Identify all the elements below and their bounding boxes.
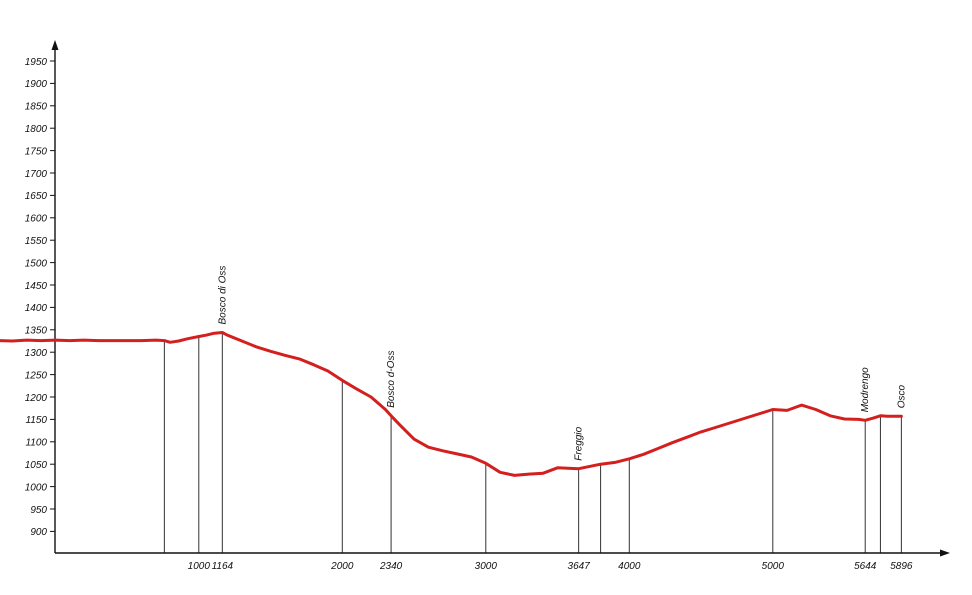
- elevation-profile-line: [0, 331, 903, 477]
- y-tick-label: 1250: [25, 370, 48, 381]
- y-axis-arrow-icon: [51, 40, 59, 50]
- y-tick-label: 1150: [25, 415, 47, 426]
- y-tick-label: 1900: [25, 79, 48, 90]
- x-tick-label: 4000: [618, 561, 641, 572]
- x-tick-label: 3647: [568, 561, 591, 572]
- x-tick-label: 2000: [330, 561, 354, 572]
- x-tick-label: 1164: [212, 561, 234, 572]
- y-tick-label: 1950: [25, 57, 48, 68]
- x-tick-label: 5000: [762, 561, 785, 572]
- y-tick-label: 1650: [25, 191, 48, 202]
- x-tick-label: 5896: [890, 561, 913, 572]
- y-tick-label: 1850: [25, 102, 48, 113]
- x-axis-ticks: 1000 1164 2000 2340 3000 3647 4000 5000 5644 5896: [188, 561, 913, 572]
- drop-lines: [163, 332, 902, 553]
- place-label: Osco: [896, 385, 907, 409]
- y-tick-label: 1300: [25, 348, 48, 359]
- place-label: Modrengo: [860, 367, 871, 412]
- x-tick-label: 1000: [188, 561, 211, 572]
- y-tick-label: 1400: [25, 303, 48, 314]
- y-tick-label: 1000: [25, 482, 48, 493]
- place-label: Bosco d-Oss: [386, 351, 397, 408]
- y-tick-label: 1200: [25, 393, 48, 404]
- y-tick-label: 1350: [25, 326, 48, 337]
- y-tick-label: 1050: [25, 460, 48, 471]
- y-axis-ticks: 900 950 1000 1050 1100 1150 1200 1250 1300 1350 14…: [25, 57, 55, 538]
- y-tick-label: 1500: [25, 258, 48, 269]
- y-tick-label: 950: [30, 505, 47, 516]
- annotations: Bosco di Oss Bosco d-Oss Freggio Modrengo Os…: [217, 266, 907, 461]
- y-tick-label: 900: [30, 527, 47, 538]
- y-tick-label: 1800: [25, 124, 48, 135]
- y-tick-label: 1550: [25, 236, 48, 247]
- x-tick-label: 5644: [854, 561, 877, 572]
- axes: [51, 40, 950, 557]
- x-tick-label: 3000: [475, 561, 498, 572]
- place-label: Bosco di Oss: [217, 266, 228, 325]
- x-tick-label: 2340: [379, 561, 403, 572]
- y-tick-label: 1600: [25, 214, 48, 225]
- place-label: Freggio: [574, 426, 585, 460]
- x-axis-arrow-icon: [940, 549, 950, 557]
- y-tick-label: 1700: [25, 169, 48, 180]
- y-tick-label: 1750: [25, 146, 48, 157]
- y-tick-label: 1450: [25, 281, 48, 292]
- y-tick-label: 1100: [25, 438, 47, 449]
- series-group: [0, 331, 903, 477]
